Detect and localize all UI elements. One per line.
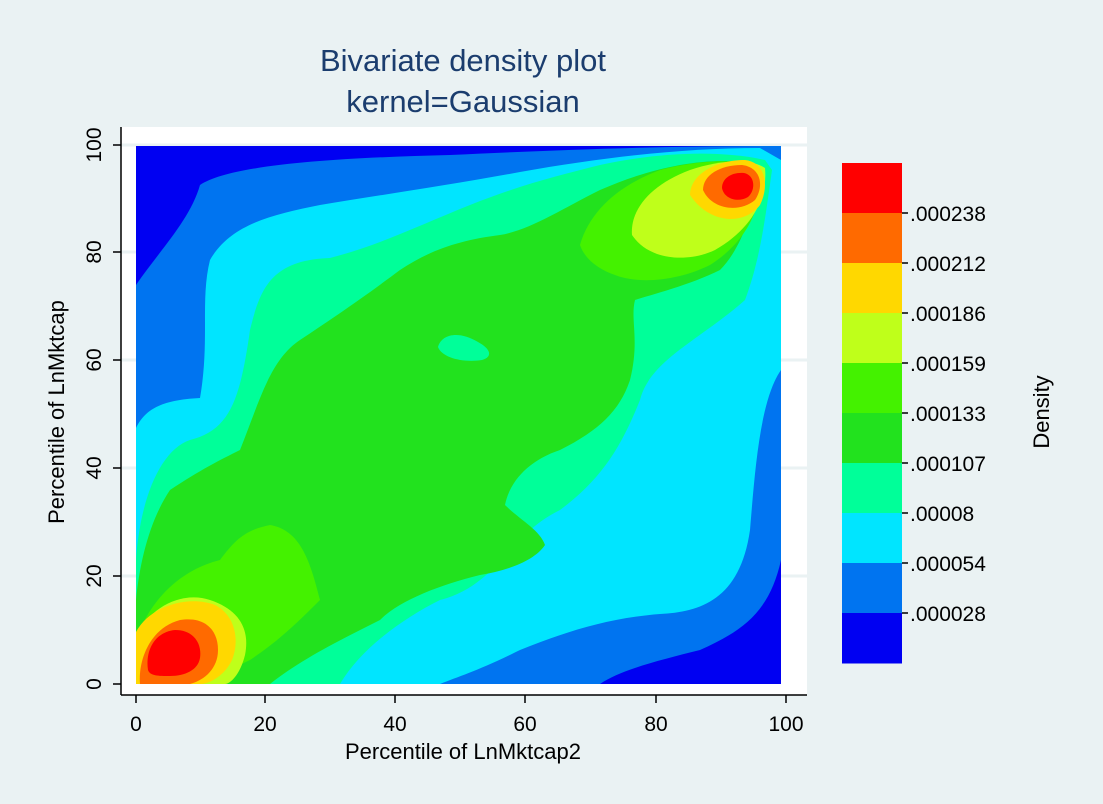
x-tick-label: 60 (513, 713, 536, 736)
legend-label: .000054 (910, 553, 986, 576)
legend: .000238 .000212 .000186 .000159 .000133 .0001… (842, 163, 1054, 664)
legend-swatch (842, 163, 902, 214)
x-tick-label: 20 (253, 713, 276, 736)
legend-swatch (842, 363, 902, 414)
legend-swatch (842, 413, 902, 464)
legend-label: .000159 (910, 353, 986, 376)
y-tick-label: 0 (83, 678, 106, 690)
legend-swatch (842, 313, 902, 364)
legend-title: Density (1029, 375, 1054, 448)
contour-level-5d (438, 334, 490, 361)
y-tick-label: 100 (83, 127, 106, 162)
y-axis-label: Percentile of LnMktcap (44, 300, 69, 524)
legend-label: .000238 (910, 203, 986, 226)
legend-swatch (842, 213, 902, 264)
legend-label: .000186 (910, 303, 986, 326)
legend-swatch (842, 263, 902, 314)
density-contours (136, 146, 781, 684)
x-tick-label: 40 (383, 713, 406, 736)
legend-label: .000133 (910, 403, 986, 426)
legend-swatch (842, 513, 902, 564)
legend-swatch (842, 613, 902, 664)
y-axis: 0 20 40 60 80 100 Percentile of LnMktcap (44, 127, 122, 695)
x-tick-label: 100 (768, 713, 803, 736)
y-tick-label: 40 (83, 456, 106, 479)
legend-label: .000028 (910, 603, 986, 626)
y-tick-label: 60 (83, 348, 106, 371)
chart-subtitle: kernel=Gaussian (346, 84, 580, 119)
x-tick-label: 80 (644, 713, 667, 736)
legend-swatch (842, 463, 902, 514)
legend-swatches (842, 163, 902, 664)
legend-label: .000107 (910, 453, 986, 476)
peak-low-level-9 (147, 630, 201, 676)
y-tick-label: 20 (83, 564, 106, 587)
chart-title: Bivariate density plot (320, 43, 606, 78)
x-axis-label: Percentile of LnMktcap2 (345, 739, 581, 764)
y-tick-label: 80 (83, 240, 106, 263)
legend-swatch (842, 563, 902, 614)
x-axis: 0 20 40 60 80 100 Percentile of LnMktcap… (121, 694, 807, 764)
legend-label: .00008 (910, 503, 974, 526)
legend-label: .000212 (910, 253, 986, 276)
legend-labels: .000238 .000212 .000186 .000159 .000133 .0001… (902, 203, 986, 626)
contour-level-9 (722, 172, 754, 200)
x-tick-label: 0 (130, 713, 142, 736)
